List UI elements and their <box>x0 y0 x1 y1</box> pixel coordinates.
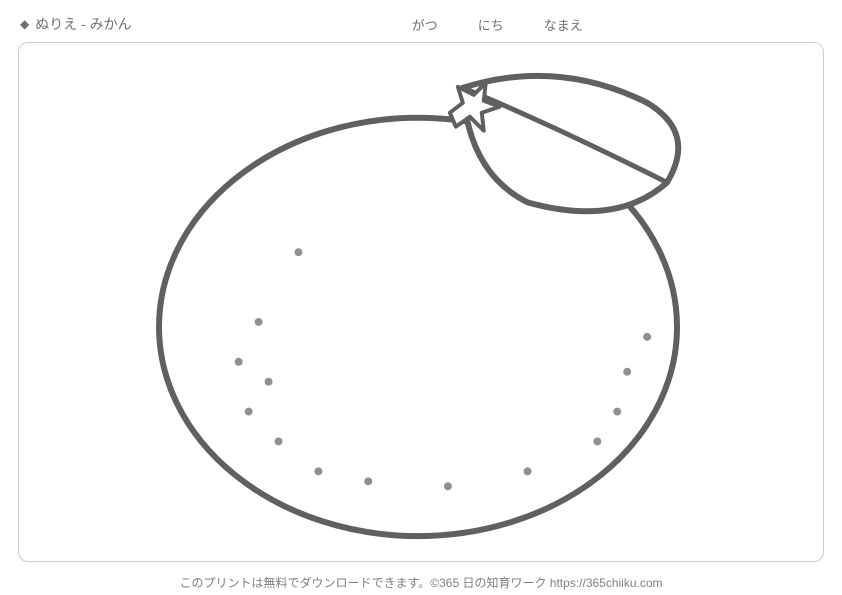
name-label: なまえ <box>544 15 583 34</box>
mikan-drawing <box>19 43 823 561</box>
header: ◆ ぬりえ - みかん がつ にち なまえ <box>0 0 842 42</box>
bullet-icon: ◆ <box>20 17 29 31</box>
date-name-labels: がつ にち なまえ <box>412 15 583 34</box>
month-label: がつ <box>412 15 438 34</box>
drawing-frame <box>18 42 824 562</box>
footer: このプリントは無料でダウンロードできます。©365 日の知育ワーク https:… <box>0 574 842 591</box>
day-label: にち <box>478 15 504 34</box>
page-title: ぬりえ - みかん <box>35 14 131 34</box>
footer-text: このプリントは無料でダウンロードできます。©365 日の知育ワーク https:… <box>179 576 662 590</box>
title-group: ◆ ぬりえ - みかん <box>20 14 132 34</box>
